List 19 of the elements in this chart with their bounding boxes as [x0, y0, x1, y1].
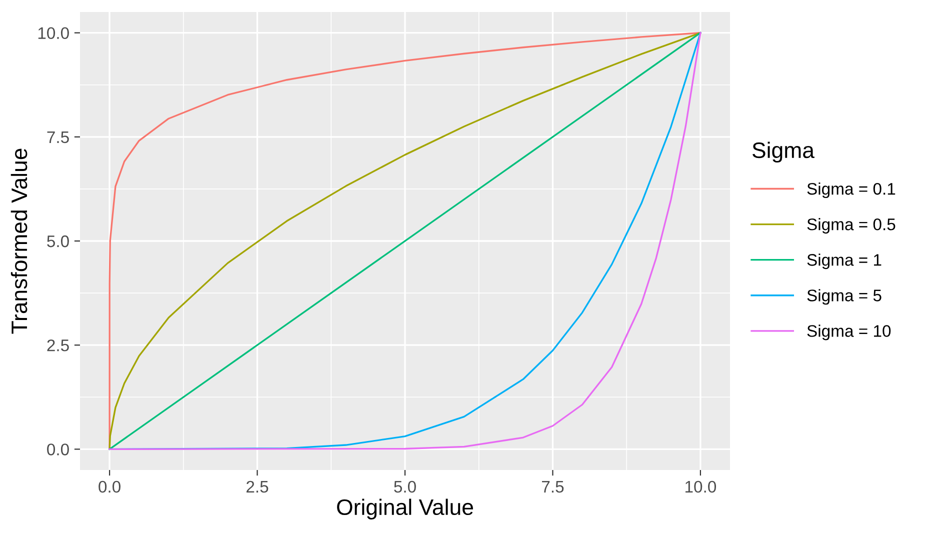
legend-label: Sigma = 1: [807, 254, 882, 270]
legend-title: Sigma: [752, 142, 814, 163]
y-tick-label: 7.5: [47, 131, 69, 144]
x-axis-title: Original Value: [337, 498, 473, 520]
x-tick-label: 10.0: [686, 480, 716, 493]
y-tick-label: 5.0: [47, 235, 69, 248]
legend-label: Sigma = 0.5: [807, 218, 896, 234]
legend-label: Sigma = 5: [807, 289, 882, 305]
line-series: [108, 32, 702, 450]
x-tick-label: 5.0: [394, 480, 416, 493]
y-tick-label: 0.0: [47, 444, 69, 456]
legend-label: Sigma = 10: [807, 324, 891, 340]
y-tick-label: 2.5: [47, 339, 69, 352]
x-tick-label: 2.5: [246, 480, 268, 493]
legend-label: Sigma = 0.1: [807, 182, 896, 198]
x-tick-label: 7.5: [542, 481, 564, 493]
y-axis-title: Transformed Value: [10, 148, 28, 334]
x-tick-label: 0.0: [98, 480, 120, 493]
y-tick-label: 10.0: [38, 27, 69, 40]
